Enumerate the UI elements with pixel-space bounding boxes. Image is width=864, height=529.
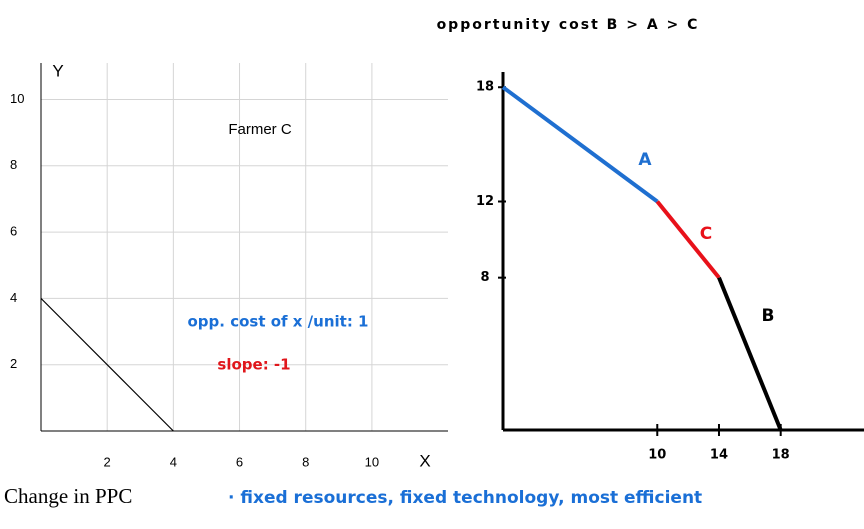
annotation: opp. cost of x /unit: 1 xyxy=(188,313,369,331)
chart-title: Farmer C xyxy=(228,121,292,138)
y-tick-label: 2 xyxy=(10,356,17,371)
annotation: slope: -1 xyxy=(217,356,290,374)
y-tick-label: 8 xyxy=(10,157,17,172)
y-tick-label: 8 xyxy=(480,270,489,285)
segment-label: A xyxy=(638,150,652,170)
x-axis-label: X xyxy=(419,451,430,470)
y-tick-label: 12 xyxy=(476,194,494,209)
y-tick-label: 4 xyxy=(10,290,17,305)
x-tick-label: 14 xyxy=(710,448,728,463)
x-tick-label: 6 xyxy=(236,454,243,469)
x-tick-label: 18 xyxy=(772,448,790,463)
ppc-line xyxy=(655,200,721,279)
y-tick-label: 18 xyxy=(476,80,494,95)
segment-label: C xyxy=(700,224,712,244)
x-tick-label: 8 xyxy=(302,454,309,469)
y-tick-label: 6 xyxy=(10,224,17,239)
chart-title: opportunity cost B > A > C xyxy=(437,17,700,33)
segment-label: B xyxy=(762,306,775,326)
x-tick-label: 4 xyxy=(170,454,177,469)
y-tick-label: 10 xyxy=(10,91,24,106)
ppc-line xyxy=(501,85,659,204)
ppc-line xyxy=(717,276,783,431)
ppc-line xyxy=(40,297,174,432)
x-tick-label: 10 xyxy=(365,454,379,469)
heading: Change in PPC xyxy=(4,484,132,508)
y-axis-label: Y xyxy=(52,61,63,80)
x-tick-label: 2 xyxy=(104,454,111,469)
x-tick-label: 10 xyxy=(648,448,666,463)
bullet-note: · fixed resources, fixed technology, mos… xyxy=(228,488,702,508)
